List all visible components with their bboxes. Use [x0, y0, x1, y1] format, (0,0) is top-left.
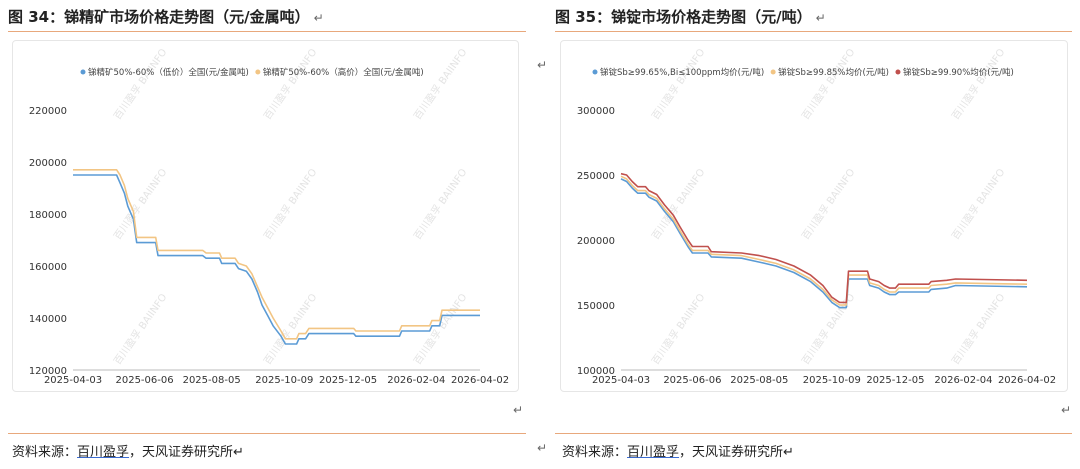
source-prefix: 资料来源： — [562, 445, 628, 460]
legend-marker — [770, 69, 776, 75]
series-line — [620, 178, 1028, 309]
watermark: 百川盈孚 BAIINFO — [412, 291, 470, 367]
y-tick-label: 180000 — [29, 210, 67, 221]
watermark: 百川盈孚 BAIINFO — [412, 46, 470, 122]
legend-marker — [255, 69, 261, 75]
chart-panel-right: 百川盈孚 BAIINFO 百川盈孚 BAIINFO 百川盈孚 BAIINFO 百川盈孚… — [560, 40, 1068, 392]
x-tick-label: 2025-06-06 — [115, 375, 173, 386]
legend-label: 锑锭Sb≥99.90%均价(元/吨) — [903, 67, 1014, 78]
x-tick-label: 2025-10-09 — [255, 375, 313, 386]
y-tick-label: 140000 — [29, 314, 67, 325]
figure-35-title: 图 35：锑锭市场价格走势图（元/吨） ↵ — [555, 6, 826, 27]
x-tick-label: 2025-04-03 — [44, 375, 102, 386]
source-note-left: 资料来源：百川盈孚，天风证券研究所↵ — [12, 441, 244, 460]
x-tick-label: 2025-12-05 — [866, 375, 924, 386]
source-rule-right — [555, 433, 1072, 434]
watermark: 百川盈孚 BAIINFO — [262, 46, 320, 122]
y-tick-label: 160000 — [29, 262, 67, 273]
watermark: 百川盈孚 BAIINFO — [650, 291, 708, 367]
watermark: 百川盈孚 BAIINFO — [262, 166, 320, 242]
watermark: 百川盈孚 BAIINFO — [800, 291, 858, 367]
antimony-concentrate-price-chart: 百川盈孚 BAIINFO 百川盈孚 BAIINFO 百川盈孚 BAIINFO 百川盈孚… — [29, 46, 509, 386]
antimony-ingot-price-chart: 百川盈孚 BAIINFO 百川盈孚 BAIINFO 百川盈孚 BAIINFO 百川盈孚… — [577, 46, 1056, 386]
y-tick-label: 220000 — [29, 106, 67, 117]
x-tick-label: 2025-10-09 — [803, 375, 861, 386]
x-tick-label: 2025-08-05 — [183, 375, 241, 386]
source-note-right: 资料来源：百川盈孚，天风证券研究所↵ — [562, 441, 794, 460]
watermark: 百川盈孚 BAIINFO — [800, 46, 858, 122]
x-tick-label: 2025-12-05 — [319, 375, 377, 386]
series-line — [73, 174, 480, 345]
source-prefix: 资料来源： — [12, 445, 78, 460]
source-suffix: ，天风证券研究所 — [679, 445, 784, 460]
chart-panel-left: 百川盈孚 BAIINFO 百川盈孚 BAIINFO 百川盈孚 BAIINFO 百川盈孚… — [12, 40, 519, 392]
return-mark: ↵ — [513, 403, 524, 417]
series-line — [73, 169, 480, 340]
x-tick-label: 2026-02-04 — [934, 375, 992, 386]
series-line — [620, 172, 1028, 304]
watermark: 百川盈孚 BAIINFO — [112, 46, 170, 122]
source-suffix: ，天风证券研究所 — [129, 445, 234, 460]
y-tick-label: 200000 — [577, 236, 615, 247]
return-mark: ↵ — [815, 11, 826, 25]
figure-34-title-text: 图 34：锑精矿市场价格走势图（元/金属吨） — [8, 8, 310, 26]
watermark: 百川盈孚 BAIINFO — [950, 46, 1008, 122]
legend-marker — [895, 69, 901, 75]
return-mark: ↵ — [313, 11, 324, 25]
x-tick-label: 2025-06-06 — [663, 375, 721, 386]
figure-34-title: 图 34：锑精矿市场价格走势图（元/金属吨） ↵ — [8, 6, 324, 27]
y-tick-label: 120000 — [29, 366, 67, 377]
legend-marker — [80, 69, 86, 75]
legend-label: 锑锭Sb≥99.65%,Bi≤100ppm均价(元/吨) — [600, 67, 764, 78]
source-link-baiinfo[interactable]: 百川盈孚 — [77, 445, 130, 460]
x-tick-label: 2026-02-04 — [387, 375, 445, 386]
legend-label: 锑锭Sb≥99.85%均价(元/吨) — [778, 67, 889, 78]
x-tick-label: 2025-08-05 — [730, 375, 788, 386]
watermark: 百川盈孚 BAIINFO — [800, 166, 858, 242]
watermark: 百川盈孚 BAIINFO — [412, 166, 470, 242]
figure-35-title-text: 图 35：锑锭市场价格走势图（元/吨） — [555, 8, 812, 26]
series-line — [620, 175, 1028, 306]
x-tick-label: 2025-04-03 — [592, 375, 650, 386]
legend-marker — [592, 69, 598, 75]
watermark: 百川盈孚 BAIINFO — [112, 166, 170, 242]
return-mark: ↵ — [233, 445, 244, 460]
legend-label: 锑精矿50%-60%（低价）全国(元/金属吨) — [88, 67, 249, 78]
legend-label: 锑精矿50%-60%（高价）全国(元/金属吨) — [263, 67, 424, 78]
watermark: 百川盈孚 BAIINFO — [950, 166, 1008, 242]
x-tick-label: 2026-04-02 — [998, 375, 1056, 386]
x-tick-label: 2026-04-02 — [451, 375, 509, 386]
watermark: 百川盈孚 BAIINFO — [650, 46, 708, 122]
y-tick-label: 300000 — [577, 106, 615, 117]
y-tick-label: 200000 — [29, 158, 67, 169]
source-link-baiinfo[interactable]: 百川盈孚 — [627, 445, 680, 460]
watermark: 百川盈孚 BAIINFO — [112, 291, 170, 367]
return-mark: ↵ — [537, 58, 548, 72]
watermark: 百川盈孚 BAIINFO — [262, 291, 320, 367]
return-mark: ↵ — [1061, 403, 1072, 417]
return-mark: ↵ — [783, 445, 794, 460]
title-rule-left — [8, 31, 526, 32]
y-tick-label: 150000 — [577, 301, 615, 312]
title-rule-right — [555, 31, 1072, 32]
y-tick-label: 100000 — [577, 366, 615, 377]
return-mark: ↵ — [537, 441, 548, 455]
source-rule-left — [8, 433, 526, 434]
y-tick-label: 250000 — [577, 171, 615, 182]
watermark: 百川盈孚 BAIINFO — [950, 291, 1008, 367]
